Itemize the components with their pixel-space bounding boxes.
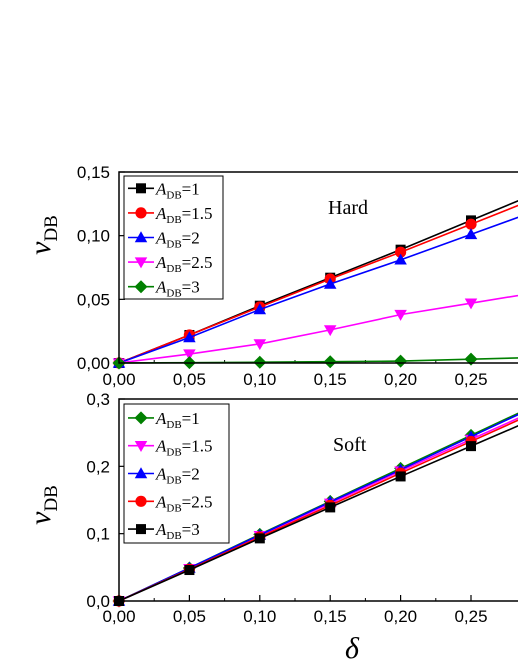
series-A_DB=2.5 xyxy=(112,294,518,370)
legend-marker xyxy=(135,207,147,219)
legend-label: ADB=3 xyxy=(155,278,200,300)
data-point xyxy=(253,303,267,315)
data-point xyxy=(464,298,478,310)
data-point xyxy=(466,441,476,452)
data-point xyxy=(395,246,407,258)
legend-item: ADB=1.5 xyxy=(128,437,213,459)
x-tick-label: 0,00 xyxy=(102,370,135,389)
y-tick-label: 0,2 xyxy=(86,457,110,476)
legend-label: ADB=2 xyxy=(155,465,200,487)
data-point xyxy=(183,349,196,361)
y-tick-label: 0,10 xyxy=(77,227,110,246)
legend-label: ADB=1 xyxy=(155,409,200,431)
y-tick-label: 0,0 xyxy=(86,592,110,611)
data-point xyxy=(254,533,265,544)
x-tick-label: 0,10 xyxy=(243,370,276,389)
data-point xyxy=(394,253,407,265)
legend-marker xyxy=(136,524,146,535)
legend-label: ADB=3 xyxy=(155,520,200,542)
x-tick-label: 0,20 xyxy=(384,607,417,626)
legend-item: ADB=1 xyxy=(128,409,200,431)
y-axis-title: vDB xyxy=(24,485,62,525)
legend-label: ADB=1 xyxy=(155,179,200,201)
legend-label: ADB=2 xyxy=(155,229,200,251)
data-point xyxy=(394,354,408,368)
legend-item: ADB=2 xyxy=(128,229,200,251)
legend-marker xyxy=(134,280,148,294)
legend: ADB=1 ADB=1.5 ADB=2 ADB=2.5 ADB=3 xyxy=(123,403,230,544)
data-point xyxy=(394,309,407,321)
legend-marker xyxy=(135,495,147,507)
x-tick-label: 0,25 xyxy=(454,370,487,389)
bottom-panel: 0,00 0,05 0,10 0,15 0,20 0,25 0,0 0,1 0,2 0,3 vDB A… xyxy=(24,390,518,626)
data-point xyxy=(183,331,196,343)
legend-label: ADB=2.5 xyxy=(155,492,213,514)
bottom-plot-frame xyxy=(118,398,518,602)
x-axis-title: δ xyxy=(345,632,360,665)
x-tick-label: 0,05 xyxy=(173,370,206,389)
y-tick-label: 0,05 xyxy=(77,290,110,309)
x-tick-label: 0,25 xyxy=(454,607,487,626)
data-point xyxy=(184,565,195,576)
x-tick-label: 0,15 xyxy=(314,370,347,389)
legend-item: ADB=1.5 xyxy=(128,204,213,226)
legend-item: ADB=3 xyxy=(128,278,200,300)
data-point xyxy=(323,277,337,289)
x-tick-label: 0,00 xyxy=(102,607,135,626)
series-line xyxy=(118,294,518,364)
legend-marker xyxy=(134,441,148,452)
y-tick-label: 0,3 xyxy=(86,390,110,409)
x-tick-label: 0,10 xyxy=(243,607,276,626)
series-line xyxy=(118,357,518,364)
legend-item: ADB=3 xyxy=(128,520,200,542)
data-point xyxy=(465,218,477,230)
x-tick-label: 0,15 xyxy=(314,607,347,626)
y-axis-title: vDB xyxy=(24,215,62,255)
legend-marker xyxy=(134,257,148,269)
series-A_DB=3 xyxy=(112,352,518,370)
legend-item: ADB=1 xyxy=(128,179,200,201)
data-point xyxy=(323,355,337,369)
data-point xyxy=(464,228,478,240)
x-tick-label: 0,05 xyxy=(173,607,206,626)
legend-label: ADB=1.5 xyxy=(155,204,213,226)
y-tick-label: 0,00 xyxy=(77,354,110,373)
data-point xyxy=(253,339,267,351)
data-point xyxy=(395,471,406,482)
panel-annotation: Hard xyxy=(328,197,368,219)
top-panel: 0,00 0,05 0,10 0,15 0,20 0,25 0,00 0,05 0,10 0,15… xyxy=(24,163,518,389)
data-point xyxy=(323,325,337,337)
y-tick-label: 0,1 xyxy=(86,525,110,544)
top-plot-frame xyxy=(118,171,518,364)
legend-item: ADB=2.5 xyxy=(128,492,213,514)
y-tick-label: 0,15 xyxy=(77,163,110,182)
data-point xyxy=(325,502,336,513)
legend-marker xyxy=(136,183,146,194)
legend-item: ADB=2 xyxy=(128,465,200,487)
legend-marker xyxy=(134,467,148,479)
x-tick-label: 0,20 xyxy=(384,370,417,389)
legend-marker xyxy=(134,411,148,425)
panel-annotation: Soft xyxy=(333,434,367,456)
legend-marker xyxy=(134,231,148,243)
legend-label: ADB=1.5 xyxy=(155,437,213,459)
data-point xyxy=(253,355,267,369)
legend-item: ADB=2.5 xyxy=(128,253,213,275)
legend-label: ADB=2.5 xyxy=(155,253,213,275)
